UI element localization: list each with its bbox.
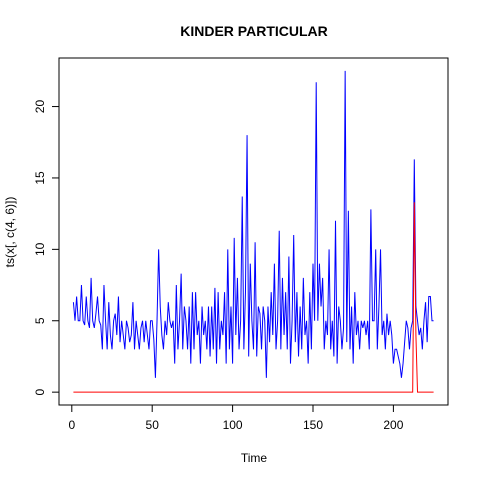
y-tick-label: 10: [33, 242, 47, 256]
series-line: [72, 70, 434, 378]
x-tick-label: 100: [223, 418, 243, 432]
x-tick-label: 200: [383, 418, 403, 432]
y-tick-label: 5: [33, 317, 47, 324]
y-tick-label: 15: [33, 171, 47, 185]
y-tick-label: 0: [33, 388, 47, 395]
chart-title: KINDER PARTICULAR: [180, 23, 328, 39]
x-axis-label: Time: [241, 451, 268, 465]
plot-box: [58, 57, 449, 406]
x-tick-label: 150: [303, 418, 323, 432]
x-tick-label: 50: [146, 418, 160, 432]
y-tick-label: 20: [33, 100, 47, 114]
y-axis-label: ts(x[, c(4, 6)]): [3, 197, 17, 268]
x-tick-label: 0: [68, 418, 75, 432]
series-line: [73, 202, 434, 393]
